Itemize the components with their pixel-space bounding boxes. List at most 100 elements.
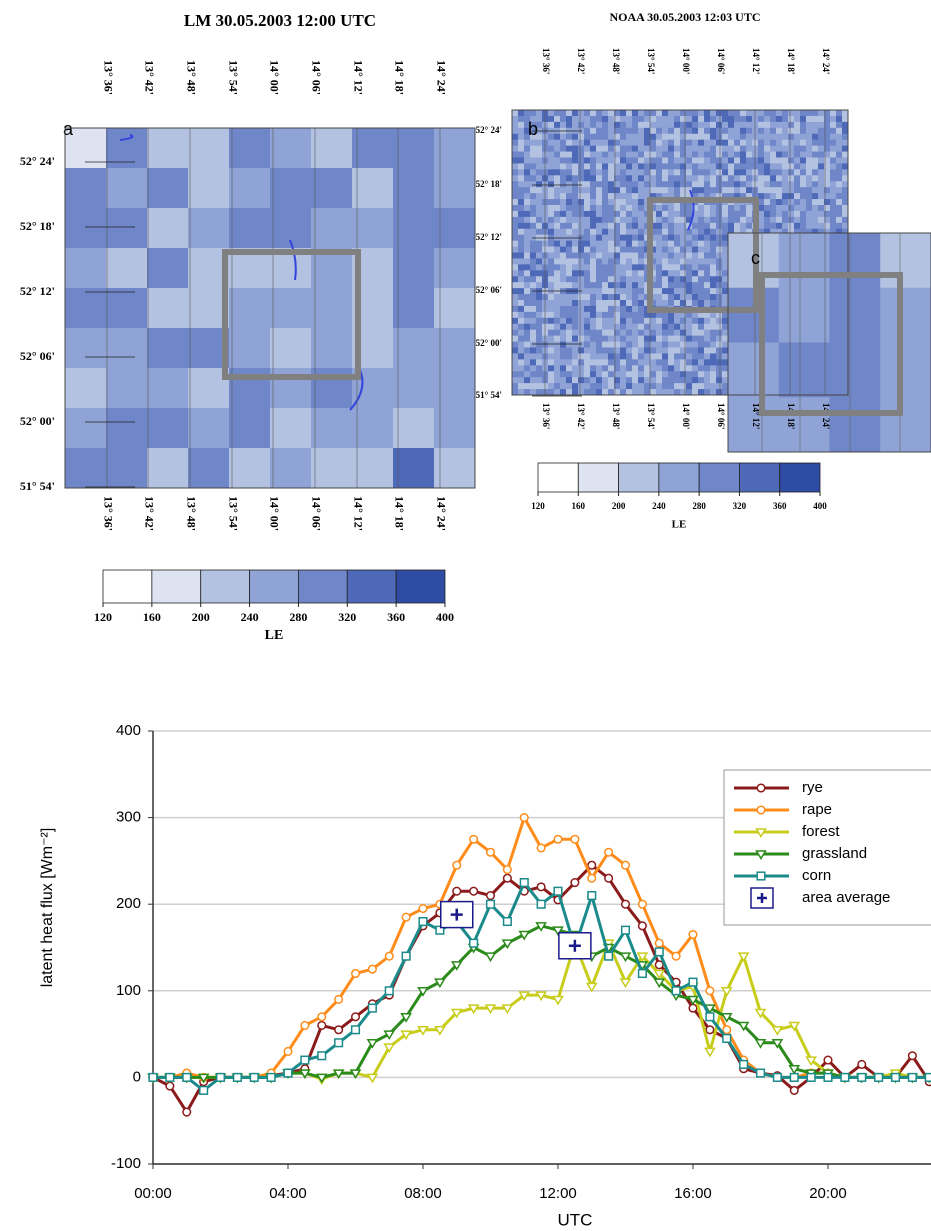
map-pixel <box>620 276 627 283</box>
map-pixel <box>656 359 663 366</box>
map-pixel <box>716 181 723 188</box>
map-pixel <box>704 300 711 307</box>
map-pixel <box>620 234 627 242</box>
map-pixel <box>734 145 741 153</box>
map-pixel <box>806 216 813 224</box>
map-pixel <box>614 222 621 230</box>
map-pixel <box>572 228 579 236</box>
map-pixel <box>554 163 561 170</box>
map-pixel <box>650 371 657 378</box>
map-pixel <box>650 264 657 271</box>
point <box>705 1012 715 1022</box>
map-pixel <box>686 139 693 147</box>
map-pixel <box>692 234 699 242</box>
map-pixel <box>536 163 543 170</box>
map-pixel <box>746 181 753 188</box>
map-pixel <box>518 210 525 218</box>
map-pixel <box>548 300 555 307</box>
map-pixel <box>740 205 747 212</box>
map-cell <box>106 368 148 409</box>
colorbar-segment <box>151 569 202 604</box>
map-pixel <box>650 187 657 194</box>
map-pixel <box>626 246 633 253</box>
map-pixel <box>680 359 687 366</box>
map-pixel <box>524 246 531 253</box>
map-pixel <box>584 169 591 176</box>
panel-label: a <box>63 119 74 139</box>
map-pixel <box>608 234 615 242</box>
map-pixel <box>788 175 795 182</box>
map-pixel <box>620 335 627 343</box>
map-pixel <box>596 264 603 271</box>
map-pixel <box>662 234 669 242</box>
map-pixel <box>590 294 597 301</box>
map-pixel <box>812 216 819 224</box>
map-pixel <box>830 139 837 147</box>
map-pixel <box>626 110 633 117</box>
map-pixel <box>794 187 801 194</box>
map-pixel <box>662 127 669 135</box>
map-pixel <box>584 193 591 200</box>
map-pixel <box>638 317 645 325</box>
map-pixel <box>584 288 591 295</box>
map-pixel <box>620 341 627 348</box>
point <box>450 961 463 971</box>
map-cell <box>147 328 189 369</box>
map-pixel <box>584 359 591 366</box>
map-pixel <box>680 353 687 360</box>
map-pixel <box>842 127 849 135</box>
map-pixel <box>632 127 639 135</box>
map-pixel <box>626 323 633 331</box>
map-cell <box>229 168 271 209</box>
map-pixel <box>650 115 657 123</box>
map-pixel <box>650 181 657 188</box>
map-pixel <box>680 335 687 343</box>
map-cell <box>229 288 271 329</box>
map-pixel <box>758 133 765 141</box>
map-pixel <box>650 353 657 360</box>
map-pixel <box>668 288 675 295</box>
map-pixel <box>686 389 693 396</box>
map-pixel <box>614 335 621 343</box>
map-pixel <box>548 347 555 354</box>
map-pixel <box>524 193 531 200</box>
map-pixel <box>566 193 573 200</box>
map-pixel <box>596 145 603 153</box>
map-pixel <box>536 145 543 153</box>
map-pixel <box>548 181 555 188</box>
map-pixel <box>794 228 801 236</box>
map-pixel <box>518 335 525 343</box>
map-pixel <box>518 193 525 200</box>
map-pixel <box>758 169 765 176</box>
map-pixel <box>590 181 597 188</box>
map-pixel <box>620 121 627 129</box>
map-pixel <box>584 163 591 170</box>
map-pixel <box>566 175 573 182</box>
map-pixel <box>710 282 717 289</box>
map-pixel <box>512 193 519 200</box>
map-pixel <box>794 163 801 170</box>
map-pixel <box>674 127 681 135</box>
map-pixel <box>584 115 591 123</box>
map-pixel <box>800 145 807 153</box>
map-pixel <box>566 300 573 307</box>
map-cell <box>778 287 830 343</box>
point <box>165 1072 175 1082</box>
map-pixel <box>722 151 729 158</box>
lon-label: 14° 00' <box>267 60 281 95</box>
map-pixel <box>632 210 639 218</box>
map-pixel <box>704 145 711 153</box>
map-pixel <box>626 139 633 147</box>
map-pixel <box>572 389 579 396</box>
map-pixel <box>746 157 753 164</box>
map-pixel <box>830 157 837 164</box>
map-pixel <box>530 371 537 378</box>
map-pixel <box>710 193 717 200</box>
map-pixel <box>710 139 717 147</box>
map-pixel <box>698 300 705 307</box>
map-pixel <box>638 157 645 164</box>
map-pixel <box>680 270 687 277</box>
map-pixel <box>830 210 837 218</box>
map-cell <box>229 448 271 489</box>
map-pixel <box>836 145 843 153</box>
